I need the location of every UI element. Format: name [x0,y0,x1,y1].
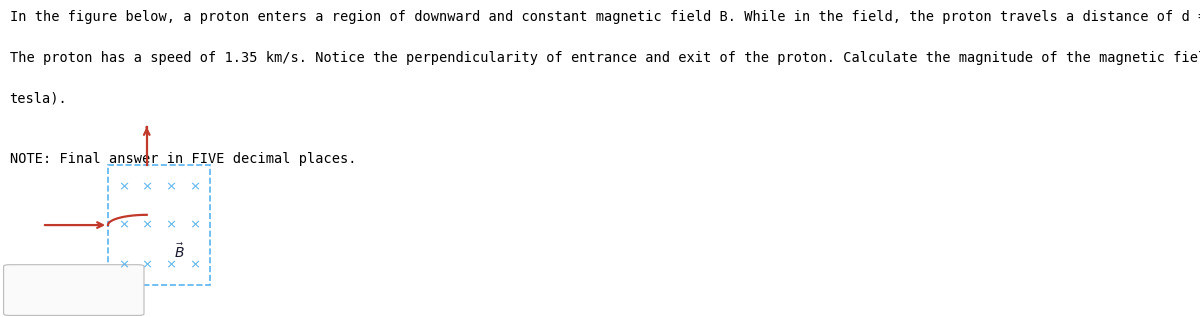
Text: ×: × [142,180,152,193]
Text: In the figure below, a proton enters a region of downward and constant magnetic : In the figure below, a proton enters a r… [10,10,1200,23]
Text: ×: × [190,258,200,271]
Text: ×: × [142,218,152,232]
Text: ×: × [118,258,128,271]
Text: ×: × [118,218,128,232]
Text: ×: × [118,180,128,193]
Text: ×: × [142,258,152,271]
Text: NOTE: Final answer in FIVE decimal places.: NOTE: Final answer in FIVE decimal place… [10,152,356,166]
Text: ×: × [166,180,176,193]
FancyBboxPatch shape [4,265,144,315]
Text: tesla).: tesla). [10,92,67,106]
Text: ×: × [166,218,176,232]
Text: ×: × [166,258,176,271]
Text: $\vec{B}$: $\vec{B}$ [174,242,185,261]
Text: The proton has a speed of 1.35 km/s. Notice the perpendicularity of entrance and: The proton has a speed of 1.35 km/s. Not… [10,51,1200,65]
Text: ×: × [190,180,200,193]
Text: ×: × [190,218,200,232]
